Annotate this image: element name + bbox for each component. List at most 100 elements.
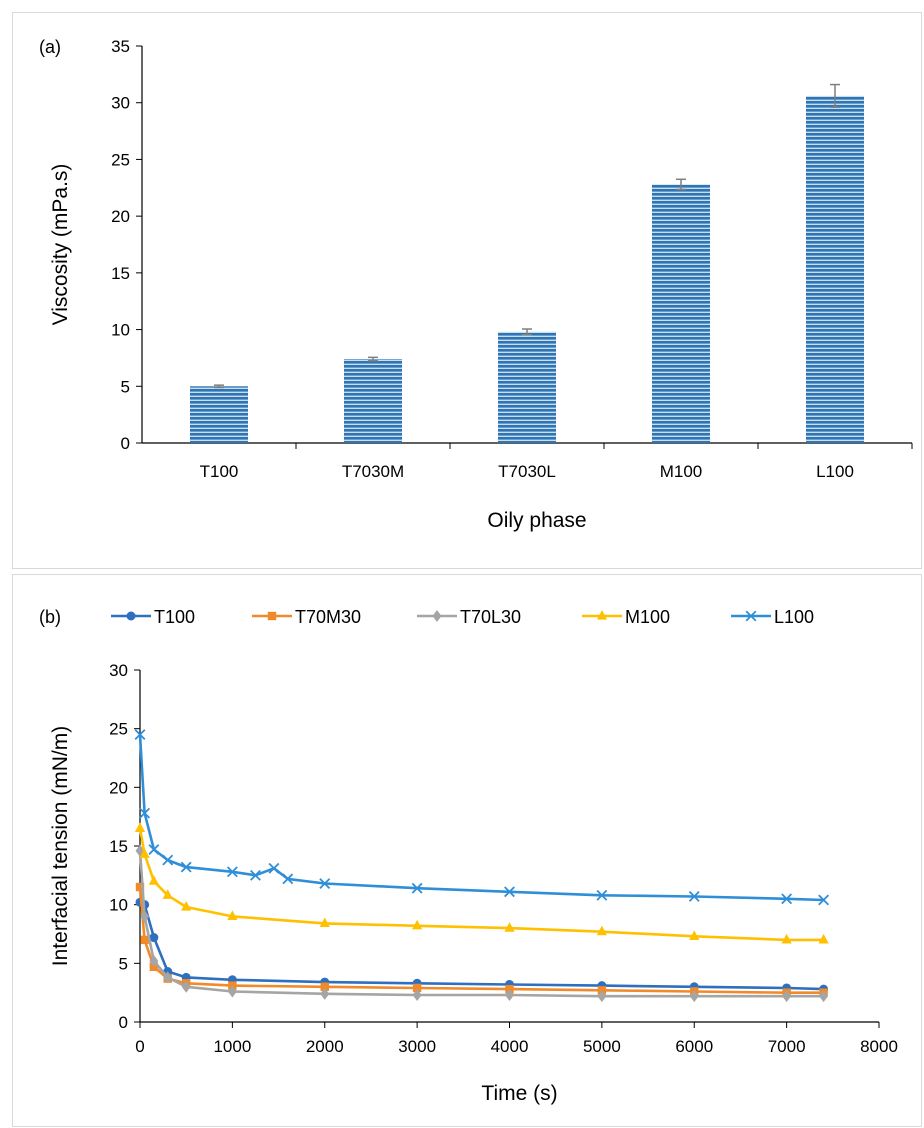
legend-label: T100	[154, 607, 195, 627]
series-t100	[135, 897, 829, 994]
legend-label: M100	[625, 607, 670, 627]
data-point	[781, 893, 793, 905]
data-point	[412, 989, 422, 1002]
viscosity-bar-chart: (a) 0 5 10 15 20 25 30 35 T100 T7030M T7030L M100 L10…	[39, 37, 913, 532]
data-point	[282, 873, 294, 885]
y-tick-label: 5	[119, 954, 128, 973]
data-point	[139, 848, 150, 858]
data-point	[689, 930, 700, 940]
legend-marker	[596, 610, 608, 620]
bar-t7030m	[344, 359, 402, 443]
data-point	[320, 982, 329, 991]
panel-label-b: (b)	[39, 607, 61, 627]
x-tick-label: T7030M	[342, 462, 404, 481]
y-tick-label: 20	[111, 207, 130, 226]
bar-m100	[652, 184, 710, 443]
interfacial-tension-line-chart: (b) 0 5 10 15 20 25 30 0 1000 2000 3000 4000 5000 6000…	[39, 607, 898, 1105]
data-point	[162, 854, 174, 866]
y-tick-label: 15	[109, 837, 128, 856]
series-line	[139, 901, 824, 991]
data-point	[149, 954, 159, 967]
x-tick-label: T7030L	[498, 462, 556, 481]
x-tick-label: 4000	[491, 1037, 529, 1056]
chart-panel-a: (a) 0 5 10 15 20 25 30 35 T100 T7030M T7030L M100 L10…	[12, 12, 922, 569]
data-point	[134, 822, 146, 832]
legend-marker	[126, 611, 136, 621]
panel-label-a: (a)	[39, 37, 61, 57]
data-point	[148, 875, 159, 885]
data-point	[412, 919, 423, 930]
data-point	[818, 933, 829, 944]
x-tick-label: 7000	[768, 1037, 806, 1056]
y-tick-label: 25	[111, 150, 130, 169]
y-tick-label: 10	[109, 896, 128, 915]
x-tick-label: 3000	[398, 1037, 436, 1056]
data-point	[139, 807, 151, 819]
y-tick-label: 20	[109, 778, 128, 797]
data-point	[181, 901, 192, 911]
data-point	[781, 933, 792, 944]
bar-t100	[190, 386, 248, 443]
data-point	[320, 987, 330, 1000]
legend-item-l100: L100	[731, 607, 814, 627]
x-tick-label: M100	[660, 462, 703, 481]
x-tick-label: 5000	[583, 1037, 621, 1056]
data-point	[596, 925, 607, 936]
data-point	[226, 866, 238, 878]
x-axis-title: Time (s)	[481, 1082, 557, 1105]
data-point	[162, 889, 173, 899]
y-tick-label: 35	[111, 37, 130, 56]
series-line	[138, 734, 824, 902]
data-point	[135, 882, 145, 892]
data-point	[140, 910, 150, 923]
y-axis-title: Interfacial tension (mN/m)	[49, 726, 72, 966]
data-point	[134, 729, 146, 740]
data-point	[596, 889, 608, 901]
y-tick-label: 15	[111, 264, 130, 283]
data-point	[411, 882, 423, 894]
data-point	[412, 983, 422, 993]
data-point	[180, 861, 192, 873]
data-point	[688, 891, 700, 902]
data-point	[782, 990, 792, 1003]
series-line	[138, 828, 824, 942]
data-point	[227, 985, 237, 998]
legend-label: T70L30	[460, 607, 521, 627]
x-tick-label: 8000	[860, 1037, 898, 1056]
x-axis-title: Oily phase	[487, 509, 586, 532]
data-point	[148, 844, 160, 855]
y-tick-label: 30	[111, 94, 130, 113]
legend-item-m100: M100	[582, 607, 670, 627]
data-point	[505, 989, 514, 1002]
data-point	[149, 933, 159, 943]
data-point	[319, 878, 331, 889]
series-l100	[134, 729, 830, 906]
bar-l100	[806, 95, 864, 443]
data-point	[818, 894, 830, 906]
x-tick-label: 1000	[213, 1037, 251, 1056]
x-tick-label: 0	[135, 1037, 144, 1056]
y-axis-title: Viscosity (mPa.s)	[49, 164, 72, 326]
data-point	[597, 990, 607, 1003]
legend-label: L100	[774, 607, 814, 627]
chart-panel-b: (b) 0 5 10 15 20 25 30 0 1000 2000 3000 4000 5000 6000…	[12, 574, 922, 1127]
legend-item-t70m30: T70M30	[252, 607, 361, 627]
y-tick-label: 0	[119, 1013, 128, 1032]
series-line	[138, 886, 824, 995]
legend-marker	[745, 610, 757, 622]
data-point	[819, 990, 829, 1003]
series-t70l30	[135, 844, 829, 1003]
legend-marker	[267, 611, 277, 621]
x-tick-label: 2000	[306, 1037, 344, 1056]
legend-item-t100: T100	[111, 607, 195, 627]
legend-label: T70M30	[295, 607, 361, 627]
y-tick-label: 5	[121, 377, 130, 396]
legend-item-t70l30: T70L30	[417, 607, 521, 627]
y-tick-label: 0	[121, 434, 130, 453]
x-tick-label: T100	[200, 462, 239, 481]
legend-marker	[432, 610, 442, 622]
data-point	[163, 971, 173, 984]
data-point	[504, 886, 515, 898]
y-tick-label: 10	[111, 321, 130, 340]
series-m100	[134, 822, 829, 944]
